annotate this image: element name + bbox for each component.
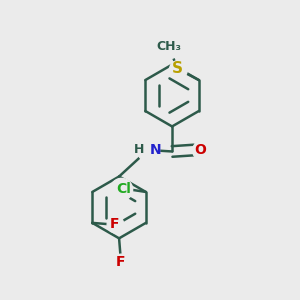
Text: F: F [110, 217, 120, 231]
Text: H: H [134, 143, 144, 157]
Text: Cl: Cl [116, 182, 131, 196]
Text: CH₃: CH₃ [156, 40, 181, 53]
Text: N: N [149, 143, 161, 157]
Text: O: O [195, 143, 207, 157]
Text: S: S [172, 61, 183, 76]
Text: F: F [116, 255, 125, 269]
